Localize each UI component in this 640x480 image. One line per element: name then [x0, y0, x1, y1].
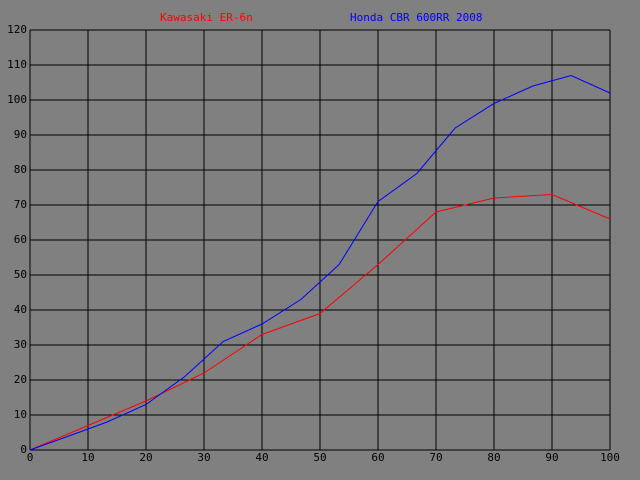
y-tick-label: 100 — [7, 93, 27, 106]
y-tick-label: 80 — [14, 163, 27, 176]
x-tick-label: 100 — [600, 451, 620, 464]
y-tick-label: 40 — [14, 303, 27, 316]
x-tick-label: 20 — [139, 451, 152, 464]
x-tick-label: 10 — [81, 451, 94, 464]
legend-entry: Kawasaki ER-6n — [160, 11, 253, 24]
y-tick-label: 60 — [14, 233, 27, 246]
x-tick-label: 80 — [487, 451, 500, 464]
x-tick-label: 40 — [255, 451, 268, 464]
y-tick-label: 70 — [14, 198, 27, 211]
y-tick-label: 0 — [20, 443, 27, 456]
legend-entry: Honda CBR 600RR 2008 — [350, 11, 482, 24]
y-tick-label: 90 — [14, 128, 27, 141]
series-line — [29, 74, 611, 451]
x-tick-label: 0 — [27, 451, 34, 464]
y-tick-label: 110 — [7, 58, 27, 71]
x-tick-label: 90 — [545, 451, 558, 464]
y-tick-label: 10 — [14, 408, 27, 421]
x-tick-label: 70 — [429, 451, 442, 464]
x-tick-label: 60 — [371, 451, 384, 464]
series-line — [29, 193, 611, 451]
y-tick-label: 20 — [14, 373, 27, 386]
y-tick-label: 30 — [14, 338, 27, 351]
x-tick-label: 30 — [197, 451, 210, 464]
y-tick-label: 120 — [7, 23, 27, 36]
x-tick-label: 50 — [313, 451, 326, 464]
y-tick-label: 50 — [14, 268, 27, 281]
